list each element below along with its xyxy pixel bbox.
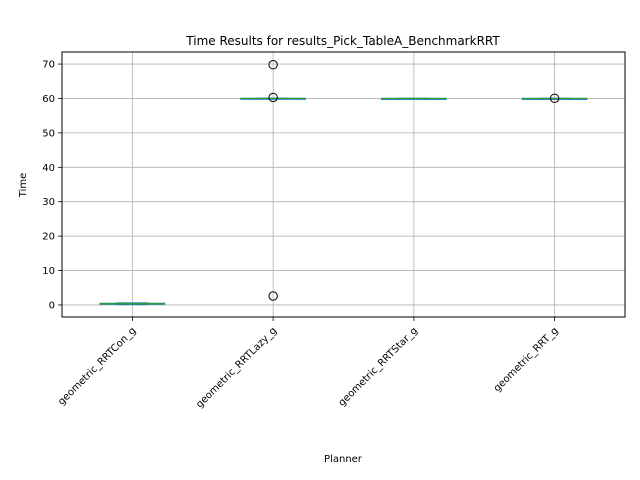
outlier-point xyxy=(268,291,278,301)
y-tick-label: 10 xyxy=(42,266,55,277)
y-tick-label: 0 xyxy=(49,300,55,311)
y-tick-label: 50 xyxy=(42,128,55,139)
grid-layer xyxy=(62,52,625,317)
x-tick-label: geometric_RRTStar_g xyxy=(337,325,420,408)
chart-title: Time Results for results_Pick_TableA_Ben… xyxy=(185,34,500,48)
x-axis-label: Planner xyxy=(324,454,363,465)
outlier-point xyxy=(549,93,560,103)
box-layer xyxy=(99,60,588,306)
x-tick-label: geometric_RRT_g xyxy=(492,325,561,394)
outlier-point xyxy=(268,60,278,70)
y-tick-label: 30 xyxy=(42,197,55,208)
x-tick-label: geometric_RRTCon_g xyxy=(56,325,138,407)
tick-layer: 0 10 20 30 40 50 60 70 geometric_RRTCon_g geometr… xyxy=(42,60,560,411)
outlier-point xyxy=(268,92,278,103)
y-tick-label: 40 xyxy=(42,163,55,174)
x-tick-label: geometric_RRTLazy_g xyxy=(194,325,279,410)
y-tick-label: 20 xyxy=(42,232,55,243)
y-tick-label: 60 xyxy=(42,94,55,105)
plot-frame xyxy=(61,51,626,318)
y-tick-label: 70 xyxy=(42,60,55,71)
y-axis-label: Time xyxy=(18,173,29,198)
